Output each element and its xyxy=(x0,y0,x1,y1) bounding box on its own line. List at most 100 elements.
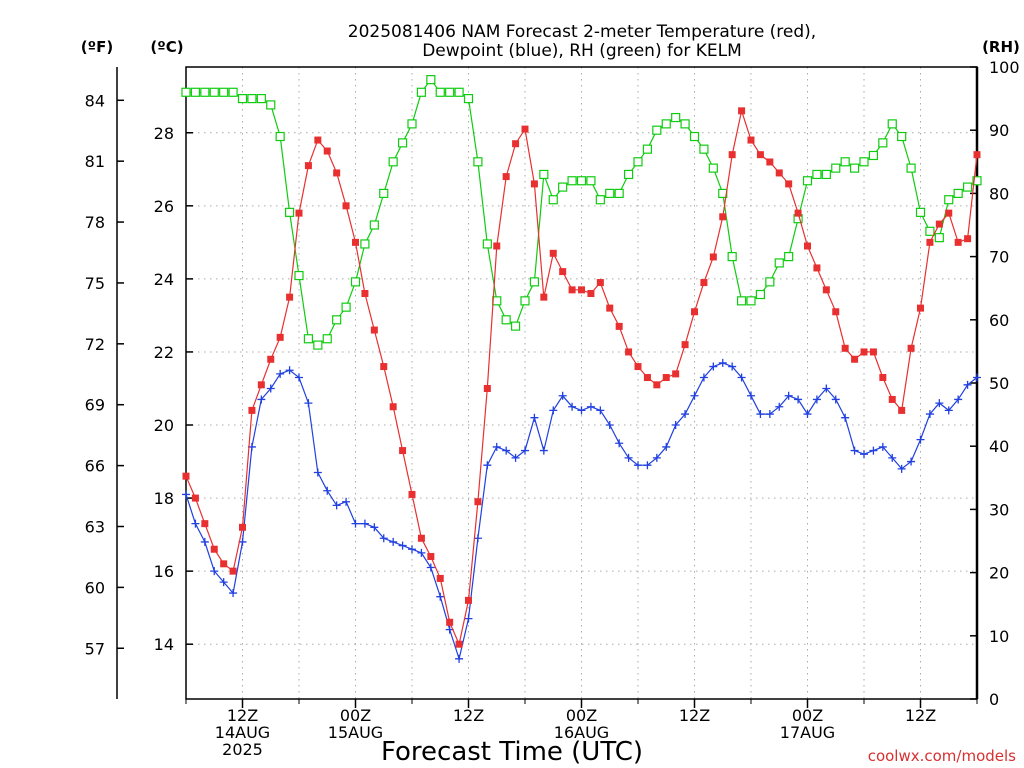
fahrenheit-tick-label: 57 xyxy=(85,639,105,658)
rh-point xyxy=(322,334,332,344)
x-tick-label: 2025 xyxy=(222,740,263,759)
rh-point xyxy=(699,144,709,154)
x-tick-label: 00Z xyxy=(566,706,597,725)
dewpoint-point xyxy=(436,592,445,601)
rh-point xyxy=(623,169,634,180)
rh-point xyxy=(840,157,850,167)
temperature-point xyxy=(512,140,520,148)
celsius-tick-label: 14 xyxy=(154,635,174,654)
dewpoint-point xyxy=(888,453,897,462)
dewpoint-point xyxy=(860,450,868,459)
temperature-point xyxy=(220,560,228,568)
fahrenheit-tick-label: 69 xyxy=(85,396,105,415)
dewpoint-point xyxy=(925,410,934,419)
temperature-point xyxy=(201,520,209,528)
dewpoint-point xyxy=(408,545,416,554)
temperature-point xyxy=(587,289,595,297)
rh-point xyxy=(812,169,822,180)
rh-point xyxy=(510,321,521,331)
chart-title-line1: 2025081406 NAM Forecast 2-meter Temperat… xyxy=(348,22,816,42)
dewpoint-point xyxy=(822,384,831,393)
series-temperature xyxy=(182,107,981,648)
dewpoint-point xyxy=(681,410,690,419)
dewpoint-point xyxy=(530,413,539,422)
x-tick-label: 00Z xyxy=(340,706,371,725)
dewpoint-point xyxy=(295,373,303,382)
dewpoint-point xyxy=(803,410,812,419)
fahrenheit-tick-label: 84 xyxy=(85,91,105,110)
dewpoint-point xyxy=(841,413,850,422)
temperature-point xyxy=(634,363,642,371)
dewpoint-point xyxy=(699,373,708,382)
rh-point xyxy=(868,150,879,161)
temperature-point xyxy=(964,235,972,243)
temperature-point xyxy=(785,180,793,188)
temperature-point xyxy=(502,173,510,181)
dewpoint-point xyxy=(351,519,360,528)
rh-point xyxy=(247,93,257,104)
dewpoint-point xyxy=(229,589,238,598)
temperature-point xyxy=(775,169,783,177)
dewpoint-point xyxy=(511,453,520,462)
temperature-point xyxy=(596,279,604,287)
rh-point xyxy=(284,207,295,217)
rh-tick-label: 40 xyxy=(989,437,1009,456)
temperature-point xyxy=(342,202,350,210)
rh-point xyxy=(878,138,888,148)
rh-point xyxy=(558,182,568,192)
temperature-point xyxy=(935,220,943,228)
rh-tick-label: 20 xyxy=(989,564,1009,583)
dewpoint-point xyxy=(596,406,605,415)
rh-point xyxy=(341,302,351,312)
rh-point xyxy=(209,87,219,97)
grid-lines xyxy=(186,67,977,699)
dewpoint-point xyxy=(973,373,981,382)
temperature-point xyxy=(945,209,953,217)
dewpoint-point xyxy=(342,497,351,506)
rh-point xyxy=(953,188,963,198)
temperature-point xyxy=(719,213,727,221)
temperature-point xyxy=(615,322,623,330)
dewpoint-point xyxy=(323,486,332,495)
temperature-point xyxy=(323,147,331,155)
rh-point xyxy=(379,188,389,198)
dewpoint-point xyxy=(313,468,322,477)
x-tick-label: 15AUG xyxy=(328,723,383,742)
dewpoint-point xyxy=(389,537,398,546)
dewpoint-point xyxy=(191,519,200,528)
rh-point xyxy=(501,315,511,325)
temperature-point xyxy=(568,286,576,294)
fahrenheit-tick-label: 81 xyxy=(85,152,105,171)
rh-point xyxy=(454,87,464,97)
rh-point xyxy=(897,131,907,142)
rh-point xyxy=(633,157,643,167)
dewpoint-point xyxy=(624,453,633,462)
temperature-point xyxy=(483,384,491,392)
rh-point xyxy=(934,233,944,243)
temperature-point xyxy=(578,286,585,294)
rh-point xyxy=(906,163,916,173)
dewpoint-point xyxy=(643,461,652,470)
dewpoint-point xyxy=(568,402,577,411)
celsius-tick-label: 18 xyxy=(154,489,174,508)
rh-point xyxy=(746,296,756,306)
dewpoint-point xyxy=(210,567,219,576)
temperature-point xyxy=(822,286,830,294)
rh-point xyxy=(821,169,831,180)
rh-point xyxy=(774,258,784,268)
dewpoint-point xyxy=(577,406,586,415)
dewpoint-point xyxy=(671,421,680,430)
dewpoint-point xyxy=(332,501,341,510)
temperature-point xyxy=(662,374,670,382)
dewpoint-point xyxy=(709,362,718,371)
temperature-point xyxy=(860,348,868,356)
rh-tick-label: 80 xyxy=(989,184,1009,203)
temperature-point xyxy=(182,472,190,480)
rh-unit-label: (RH) xyxy=(982,38,1020,56)
temperature-point xyxy=(559,268,567,276)
x-tick-label: 12Z xyxy=(679,706,710,725)
rh-point xyxy=(765,277,775,287)
dewpoint-point xyxy=(812,395,821,404)
temperature-point xyxy=(370,326,378,334)
